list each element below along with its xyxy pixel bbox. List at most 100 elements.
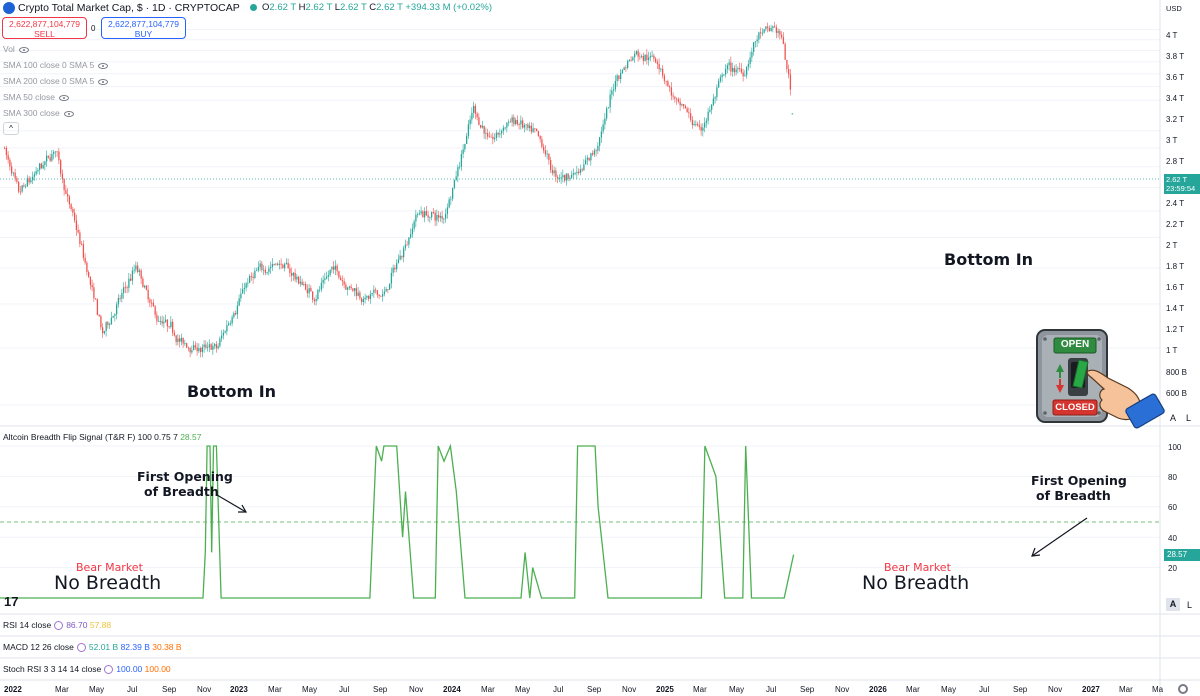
stoch-rsi-indicator-row[interactable]: Stoch RSI 3 3 14 14 close 100.00 100.00 <box>3 664 171 675</box>
candle-body <box>425 211 428 216</box>
indicator-row-sma50[interactable]: SMA 50 close <box>3 92 69 102</box>
eye-hidden-icon[interactable] <box>18 46 29 53</box>
settings-gear-icon[interactable] <box>1178 684 1188 694</box>
candle-body <box>448 199 450 208</box>
candle-body <box>226 325 228 332</box>
candle-body <box>105 322 107 332</box>
candle-body <box>609 94 611 108</box>
macd-indicator-row[interactable]: MACD 12 26 close 52.01 B 82.39 B 30.38 B <box>3 642 182 653</box>
candle-body <box>527 124 529 129</box>
symbol-title[interactable]: Crypto Total Market Cap, $ · 1D · CRYPTO… <box>18 2 240 14</box>
candle-body <box>173 332 176 336</box>
buy-button[interactable]: 2,622,877,104,779 BUY <box>101 17 186 39</box>
candle-body <box>362 299 365 303</box>
candle-body <box>742 72 744 77</box>
candle-body <box>320 282 323 290</box>
candle-body <box>98 315 100 317</box>
candle-body <box>751 51 753 58</box>
tradingview-logo[interactable]: 17 <box>4 594 19 609</box>
current-price-tag: 2.62 T 23:59:54 <box>1164 174 1200 194</box>
candle-body <box>579 169 582 173</box>
candle-body <box>522 120 524 128</box>
candle-body <box>452 187 454 199</box>
indicator-row-sma200[interactable]: SMA 200 close 0 SMA 5 <box>3 76 109 86</box>
indicator-row-sma100[interactable]: SMA 100 close 0 SMA 5 <box>3 60 109 70</box>
candle-body <box>747 63 750 67</box>
collapse-indicators-button[interactable]: ^ <box>3 122 19 135</box>
candle-body <box>294 272 296 280</box>
candle-body <box>284 264 286 269</box>
time-tick-label: Jul <box>127 685 138 694</box>
candle-body <box>268 268 270 273</box>
candle-body <box>632 57 634 61</box>
auto-scale-button-signal[interactable]: A <box>1166 598 1180 611</box>
candle-body <box>525 124 527 126</box>
time-tick-label: Nov <box>835 685 850 694</box>
candle-body <box>39 163 41 171</box>
signal-tick-label: 20 <box>1168 564 1177 573</box>
candle-body <box>536 128 538 131</box>
candle-body <box>5 147 8 156</box>
candle-body <box>301 281 303 286</box>
candle-body <box>768 27 771 31</box>
candle-body <box>555 170 557 177</box>
indicator-row-vol[interactable]: Vol <box>3 44 29 54</box>
eye-hidden-icon[interactable] <box>63 110 74 117</box>
candle-body <box>170 321 172 328</box>
candle-body <box>754 41 757 43</box>
indicator-row-sma300[interactable]: SMA 300 close <box>3 108 74 118</box>
candle-body <box>782 37 785 44</box>
sell-button[interactable]: 2,622,877,104,779 SELL <box>2 17 87 39</box>
log-scale-button[interactable]: L <box>1186 413 1192 423</box>
candle-body <box>487 133 489 137</box>
candle-body <box>471 112 473 120</box>
candle-body <box>392 267 394 273</box>
candle-body <box>649 56 652 58</box>
candle-body <box>58 151 60 161</box>
candle-body <box>231 317 233 324</box>
rsi-indicator-row[interactable]: RSI 14 close 86.70 57.88 <box>3 620 111 631</box>
auto-scale-button[interactable]: A <box>1170 413 1177 423</box>
eye-hidden-icon[interactable] <box>58 94 69 101</box>
candle-body <box>431 212 433 218</box>
log-scale-button-signal[interactable]: L <box>1187 600 1193 610</box>
candle-body <box>205 344 207 348</box>
eye-hidden-icon[interactable] <box>98 78 109 85</box>
candle-body <box>317 290 319 300</box>
price-grid <box>0 29 1160 406</box>
candle-body <box>207 347 209 348</box>
candle-body <box>438 214 440 218</box>
candle-body <box>534 128 536 130</box>
candle-body <box>305 284 307 290</box>
signal-indicator-title[interactable]: Altcoin Breadth Flip Signal (T&R F) 100 … <box>3 432 201 442</box>
candle-body <box>378 294 380 296</box>
candle-body <box>4 147 6 149</box>
candle-body <box>529 125 531 129</box>
candle-body <box>557 176 559 179</box>
candle-body <box>590 153 592 161</box>
currency-selector[interactable]: USD <box>1166 4 1182 13</box>
bar-countdown: 23:59:54 <box>1166 184 1196 193</box>
candle-body <box>777 31 779 33</box>
candle-body <box>257 267 260 271</box>
candle-body <box>359 292 361 299</box>
eye-hidden-icon[interactable] <box>98 62 109 69</box>
candle-body <box>625 67 627 69</box>
candle-body <box>191 350 193 353</box>
candle-body <box>740 68 743 73</box>
candle-body <box>539 136 541 140</box>
candle-body <box>152 302 155 307</box>
first-opening-left-line1: First Opening <box>137 469 233 484</box>
candle-body <box>7 155 9 160</box>
macd-histogram-value: 52.01 B <box>88 642 119 652</box>
time-tick-label: 2025 <box>656 685 674 694</box>
candle-body <box>266 272 268 273</box>
candle-body <box>324 278 326 280</box>
candle-body <box>644 54 646 61</box>
candle-body <box>245 283 247 288</box>
price-tick-label: 3 T <box>1166 136 1178 145</box>
candle-body <box>772 26 774 29</box>
signal-tick-label: 60 <box>1168 503 1177 512</box>
candle-body <box>172 321 174 333</box>
